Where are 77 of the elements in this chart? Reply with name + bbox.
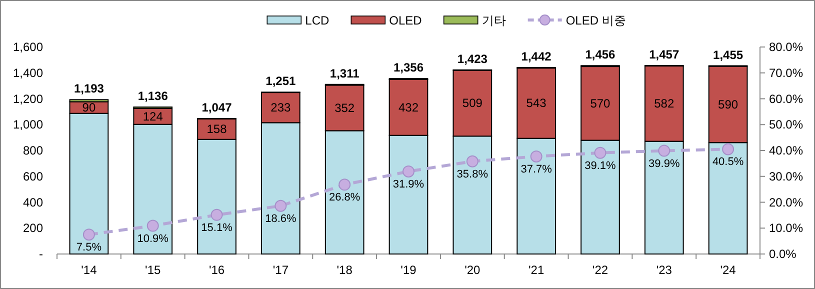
y-tick-label: - xyxy=(39,247,43,261)
x-tick-label: '21 xyxy=(528,263,544,277)
data-label: 10.9% xyxy=(137,232,169,245)
point xyxy=(658,144,670,157)
data-label: 233 xyxy=(270,100,292,115)
total-label: 1,311 xyxy=(330,66,360,80)
y2-tick-label: 20.0% xyxy=(769,195,804,210)
x-tick-label: '24 xyxy=(720,263,736,277)
data-label: 39.9% xyxy=(648,158,680,170)
total-label: 1,456 xyxy=(585,48,616,62)
y2-tick-label: 70.0% xyxy=(769,66,804,80)
data-label: 90 xyxy=(82,100,96,115)
data-label: 543 xyxy=(526,96,547,110)
data-label: 18.6% xyxy=(265,212,296,225)
y-tick-label: 400 xyxy=(22,195,44,210)
x-tick-label: '16 xyxy=(208,263,225,277)
x-tick-label: '22 xyxy=(592,263,608,277)
data-label: 37.7% xyxy=(520,163,552,176)
total-label: 1,455 xyxy=(713,48,744,62)
x-tick-label: '19 xyxy=(400,263,417,277)
data-label: 570 xyxy=(590,96,611,110)
data-label: 158 xyxy=(206,122,228,136)
y2-tick-label: 40.0% xyxy=(769,144,804,158)
data-label: 31.9% xyxy=(392,178,424,190)
x-tick-label: '23 xyxy=(656,263,672,277)
y2-tick-label: 80.0% xyxy=(769,40,804,54)
data-label: 582 xyxy=(654,96,674,111)
data-label: 352 xyxy=(334,100,355,115)
data-label: 7.5% xyxy=(76,242,102,254)
y2-tick-label: 50.0% xyxy=(769,118,804,132)
point xyxy=(146,220,159,232)
total-label: 1,457 xyxy=(649,48,680,62)
total-label: 1,047 xyxy=(202,100,232,115)
total-label: 1,193 xyxy=(74,82,104,96)
total-label: 1,423 xyxy=(457,52,488,66)
point xyxy=(722,143,734,156)
y-tick-label: 1,200 xyxy=(12,92,44,106)
y-tick-label: 200 xyxy=(22,221,44,236)
point xyxy=(82,228,95,241)
point xyxy=(402,165,414,178)
y-tick-label: 1,600 xyxy=(12,40,44,54)
data-label: 124 xyxy=(142,109,164,124)
data-label: 35.8% xyxy=(456,168,488,180)
y-tick-label: 600 xyxy=(22,169,44,184)
legend-label: OLED xyxy=(389,14,422,28)
point xyxy=(274,200,287,212)
x-tick-label: '17 xyxy=(272,263,289,277)
data-label: 509 xyxy=(462,96,483,110)
y-tick-label: 1,000 xyxy=(12,118,44,132)
y2-tick-label: 0.0% xyxy=(769,247,797,261)
total-label: 1,442 xyxy=(521,49,552,64)
x-tick-label: '15 xyxy=(145,263,162,277)
point xyxy=(530,150,542,162)
legend-label: OLED 비중 xyxy=(566,14,626,28)
data-label: 15.1% xyxy=(201,222,233,234)
point xyxy=(594,146,606,159)
y2-tick-label: 60.0% xyxy=(769,92,804,106)
total-label: 1,136 xyxy=(138,89,168,104)
legend-label: LCD xyxy=(305,14,330,28)
x-tick-label: '18 xyxy=(336,263,353,277)
data-label: 590 xyxy=(718,97,738,112)
y2-tick-label: 30.0% xyxy=(769,169,804,184)
x-tick-label: '14 xyxy=(81,263,98,277)
legend-label: 기타 xyxy=(482,14,506,28)
data-label: 40.5% xyxy=(712,156,744,168)
x-tick-label: '20 xyxy=(464,263,481,277)
y-tick-label: 1,400 xyxy=(12,66,44,80)
y-tick-label: 800 xyxy=(22,144,44,158)
total-label: 1,251 xyxy=(266,74,296,88)
total-label: 1,356 xyxy=(393,60,424,75)
point xyxy=(338,178,351,191)
data-label: 432 xyxy=(398,100,419,114)
point xyxy=(466,155,478,168)
point xyxy=(210,208,223,221)
data-label: 26.8% xyxy=(328,192,360,204)
data-label: 39.1% xyxy=(584,160,616,172)
y2-tick-label: 10.0% xyxy=(769,221,804,236)
